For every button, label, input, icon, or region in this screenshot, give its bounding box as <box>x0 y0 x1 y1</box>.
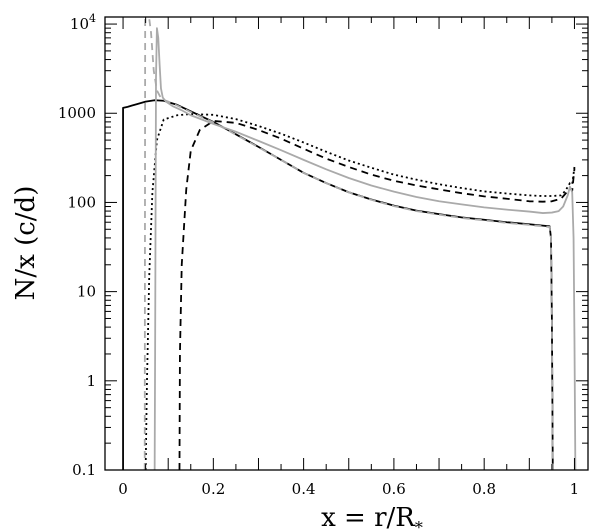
y-axis-label: N/x (c/d) <box>11 186 41 301</box>
x-tick-label: 0 <box>118 480 128 498</box>
series-layer <box>122 17 577 471</box>
x-axis-label-main: x = r/R <box>321 503 416 532</box>
ticks-layer <box>105 17 588 471</box>
y-tick-label: 1000 <box>58 104 96 122</box>
series-line-5 <box>143 17 554 471</box>
x-tick-label: 0.4 <box>292 480 316 498</box>
x-tick-label: 1 <box>570 480 580 498</box>
y-tick-label: 10 <box>77 283 96 301</box>
labels-layer: 0 0.2 0.4 0.6 0.8 1 0.1 1 10 100 1000 104 <box>58 12 579 498</box>
y-tick-label: 104 <box>70 12 96 33</box>
series-line-4 <box>153 27 577 471</box>
series-line-2 <box>178 120 576 471</box>
y-tick-label: 1 <box>86 372 96 390</box>
x-tick-label: 0.8 <box>472 480 496 498</box>
x-tick-label: 0.6 <box>382 480 406 498</box>
plot-frame <box>104 16 589 471</box>
y-tick-label: 0.1 <box>72 461 96 479</box>
series-line-3 <box>144 113 576 471</box>
y-tick-label: 100 <box>67 193 96 211</box>
x-tick-label: 0.2 <box>201 480 225 498</box>
series-line-1 <box>122 99 554 471</box>
x-axis-label-subscript: * <box>415 518 423 532</box>
x-axis-label: x = r/R* <box>321 503 423 532</box>
